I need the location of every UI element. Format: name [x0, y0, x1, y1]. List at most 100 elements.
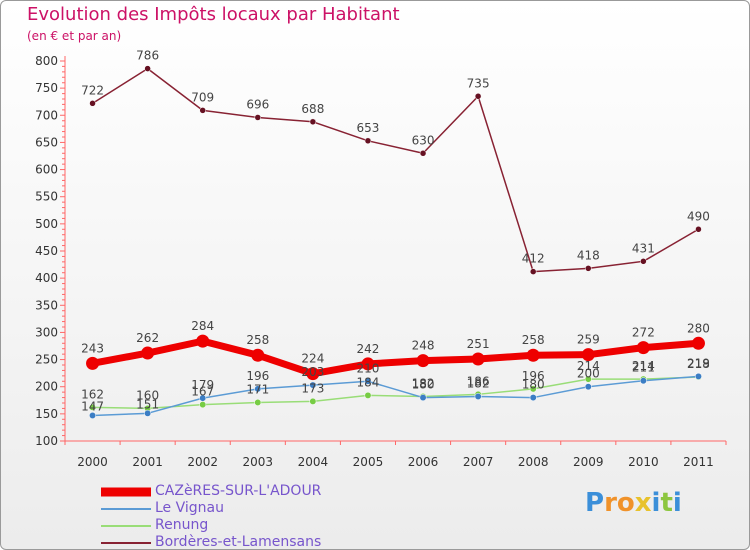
data-label: 162 — [81, 387, 104, 401]
data-label: 196 — [522, 369, 545, 383]
data-label: 653 — [357, 121, 380, 135]
legend-item-le-vignau: Le Vignau — [101, 500, 361, 518]
data-point — [474, 393, 482, 400]
x-tick-label: 2006 — [408, 455, 439, 469]
data-label: 490 — [687, 209, 710, 223]
data-label: 171 — [246, 382, 269, 396]
data-label: 180 — [522, 378, 545, 392]
data-point — [199, 401, 207, 409]
data-label: 182 — [467, 376, 490, 390]
data-point — [144, 409, 152, 417]
data-label: 167 — [191, 385, 214, 399]
data-label: 180 — [412, 378, 435, 392]
data-point — [89, 403, 96, 411]
data-label: 412 — [522, 252, 545, 266]
data-label: 242 — [357, 342, 380, 356]
data-point — [529, 385, 537, 393]
data-point — [361, 357, 375, 371]
data-point — [584, 375, 592, 383]
x-tick-label: 2009 — [573, 455, 604, 469]
data-point — [306, 367, 320, 381]
data-label: 259 — [577, 333, 600, 347]
y-tick-label: 450 — [35, 244, 58, 258]
data-point — [89, 100, 96, 107]
data-label: 186 — [467, 374, 490, 388]
data-label: 224 — [301, 352, 324, 366]
series-line-3 — [92, 67, 699, 273]
data-label: 214 — [632, 359, 655, 373]
data-label: 262 — [136, 331, 159, 345]
legend-label: Renung — [155, 517, 209, 533]
data-label: 722 — [81, 83, 104, 97]
data-label: 196 — [246, 369, 269, 383]
legend-swatch-cazeres — [101, 487, 151, 497]
x-tick-label: 2010 — [628, 455, 659, 469]
y-tick-label: 550 — [35, 190, 58, 204]
data-label: 786 — [136, 49, 159, 63]
data-point — [526, 348, 540, 362]
data-point — [254, 114, 262, 121]
data-point — [89, 412, 96, 419]
data-label: 251 — [467, 337, 490, 351]
x-tick-label: 2004 — [298, 455, 329, 469]
data-point — [471, 352, 485, 366]
data-point — [144, 65, 151, 72]
data-point — [639, 377, 647, 385]
data-point — [196, 334, 210, 348]
y-tick-label: 800 — [35, 54, 58, 68]
data-label: 243 — [81, 341, 104, 355]
data-label: 418 — [577, 248, 600, 262]
data-label: 219 — [687, 356, 710, 370]
legend-item-renung: Renung — [101, 517, 361, 535]
data-label: 211 — [632, 361, 655, 375]
data-point — [364, 391, 372, 399]
data-label: 688 — [301, 102, 324, 116]
data-point — [581, 348, 595, 362]
data-label: 248 — [412, 339, 435, 353]
x-tick-label: 2007 — [463, 455, 494, 469]
y-tick-label: 600 — [35, 163, 58, 177]
data-label: 200 — [577, 367, 600, 381]
data-label: 735 — [467, 76, 490, 90]
data-label: 284 — [191, 319, 214, 333]
data-label: 709 — [191, 90, 214, 104]
legend-label: Bordères-et-Lamensans — [155, 534, 322, 550]
y-tick-label: 350 — [35, 298, 58, 312]
legend-item-borderes: Bordères-et-Lamensans — [101, 534, 361, 550]
x-tick-label: 2001 — [132, 455, 163, 469]
x-tick-label: 2002 — [187, 455, 218, 469]
data-label: 147 — [81, 399, 104, 413]
legend-label: Le Vignau — [155, 500, 224, 516]
data-label: 280 — [687, 321, 710, 335]
data-label: 173 — [301, 381, 324, 395]
data-point — [584, 383, 592, 391]
data-point — [309, 381, 317, 389]
data-label: 630 — [412, 133, 435, 147]
data-label: 258 — [246, 333, 269, 347]
proxiti-logo: Proxiti — [585, 488, 682, 518]
legend-label: CAZèRES-SUR-L'ADOUR — [155, 483, 322, 499]
data-point — [691, 336, 705, 350]
data-point — [529, 394, 537, 402]
data-point — [640, 258, 647, 265]
y-tick-label: 700 — [35, 108, 58, 122]
data-point — [86, 356, 100, 370]
data-label: 184 — [357, 375, 380, 389]
data-point — [419, 150, 427, 157]
data-point — [529, 268, 537, 275]
data-label: 214 — [577, 359, 600, 373]
y-tick-label: 200 — [35, 380, 58, 394]
y-tick-label: 750 — [35, 81, 58, 95]
legend-item-cazeres: CAZèRES-SUR-L'ADOUR — [101, 483, 361, 501]
legend-swatch-borderes — [101, 542, 151, 544]
data-point — [364, 137, 372, 145]
data-point — [254, 399, 262, 406]
y-tick-label: 650 — [35, 135, 58, 149]
data-point — [416, 354, 430, 368]
data-label: 151 — [136, 397, 159, 411]
data-label: 696 — [246, 97, 269, 111]
legend-swatch-le-vignau — [101, 508, 151, 510]
data-label: 431 — [632, 241, 655, 255]
